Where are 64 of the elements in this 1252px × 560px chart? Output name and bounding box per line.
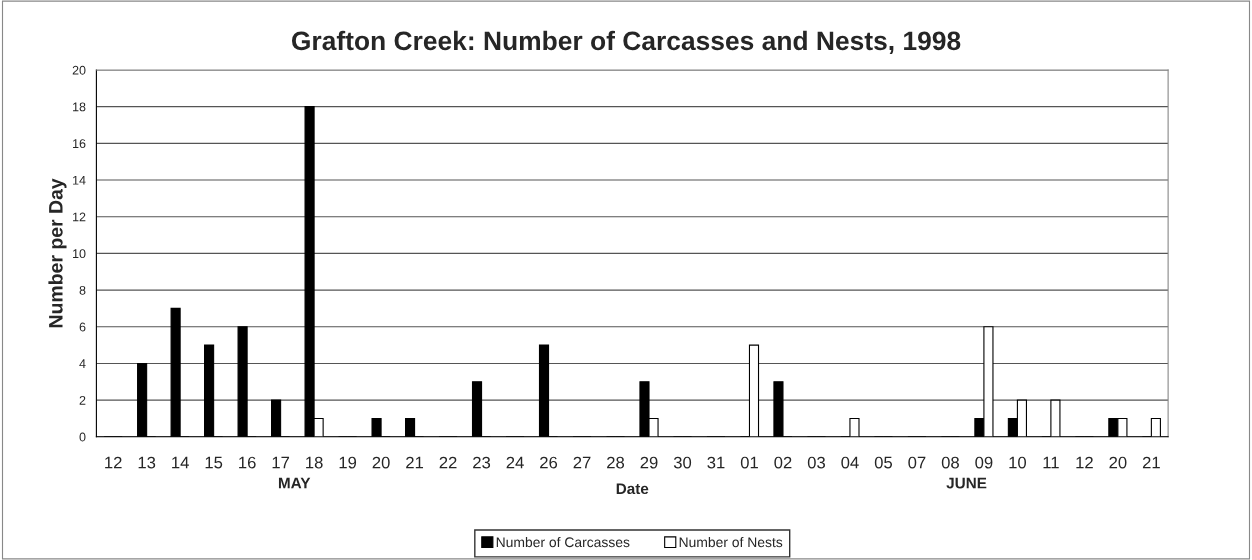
chart-title: Grafton Creek: Number of Carcasses and Nests, 1998 — [291, 30, 961, 55]
bar — [237, 326, 248, 437]
bar — [137, 362, 148, 437]
x-tick-label: 13 — [138, 456, 156, 469]
text: JUNE — [946, 477, 987, 489]
x-tick-label: 30 — [673, 456, 692, 469]
x-tick-label: 02 — [774, 456, 792, 469]
x-tick-label: 15 — [205, 456, 223, 469]
legend-label: Number of Nests — [679, 536, 783, 548]
x-tick-label: 14 — [172, 456, 189, 469]
x-tick-label: 10 — [1009, 456, 1027, 469]
bar — [371, 417, 382, 437]
y-tick-label: 14 — [73, 175, 86, 185]
x-tick-label: 17 — [272, 456, 290, 469]
bar — [471, 381, 483, 437]
bar — [404, 417, 416, 437]
y-axis-title: Number per Day — [48, 178, 67, 328]
x-tick-label: 31 — [707, 456, 725, 469]
x-tick-label: 24 — [506, 456, 524, 469]
bar — [773, 381, 784, 437]
x-tick-label: 01 — [740, 456, 758, 469]
x-tick-label: 21 — [1142, 456, 1160, 469]
y-tick-label: 18 — [73, 102, 86, 112]
x-tick-label: 27 — [573, 456, 591, 469]
bar — [1150, 417, 1161, 437]
x-tick-label: 28 — [607, 456, 625, 469]
x-tick-label: 11 — [1043, 456, 1059, 469]
bar — [204, 344, 215, 437]
y-tick-label: 16 — [73, 139, 86, 149]
x-tick-label: 04 — [841, 456, 859, 469]
bar — [271, 399, 282, 437]
x-tick-label: 20 — [372, 456, 390, 469]
x-tick-label: 16 — [239, 456, 256, 469]
x-tick-label: 29 — [640, 456, 658, 469]
y-tick-label: 20 — [72, 65, 86, 75]
x-tick-label: 21 — [406, 456, 424, 469]
bar — [849, 417, 860, 437]
x-tick-label: 05 — [874, 456, 893, 469]
bar — [748, 344, 760, 437]
x-tick-label: 03 — [807, 456, 825, 469]
bar — [170, 307, 181, 437]
y-tick-label: 0 — [79, 432, 86, 442]
x-tick-label: 12 — [1076, 456, 1093, 469]
y-tick-label: 2 — [79, 395, 86, 405]
bar — [538, 344, 550, 437]
x-tick-label: 23 — [473, 456, 491, 469]
x-tick-label: 08 — [941, 456, 959, 469]
bar — [1050, 399, 1061, 437]
x-tick-label: 26 — [540, 456, 558, 469]
text: MAY — [278, 477, 311, 489]
x-tick-label: 20 — [1109, 456, 1127, 469]
x-axis-title: Date — [616, 483, 649, 495]
y-tick-label: 12 — [73, 212, 86, 222]
x-tick-label: 22 — [439, 456, 457, 469]
x-tick-label: 18 — [306, 456, 323, 469]
y-tick-label: 10 — [73, 249, 86, 259]
y-tick-label: 4 — [79, 359, 86, 368]
x-tick-label: 09 — [975, 456, 993, 469]
x-tick-label: 19 — [339, 456, 357, 469]
x-tick-label: 07 — [908, 456, 926, 469]
x-tick-label: 12 — [105, 456, 122, 469]
y-tick-label: 6 — [79, 322, 86, 332]
y-tick-label: 8 — [79, 285, 86, 295]
legend-label: Number of Carcasses — [496, 536, 630, 548]
